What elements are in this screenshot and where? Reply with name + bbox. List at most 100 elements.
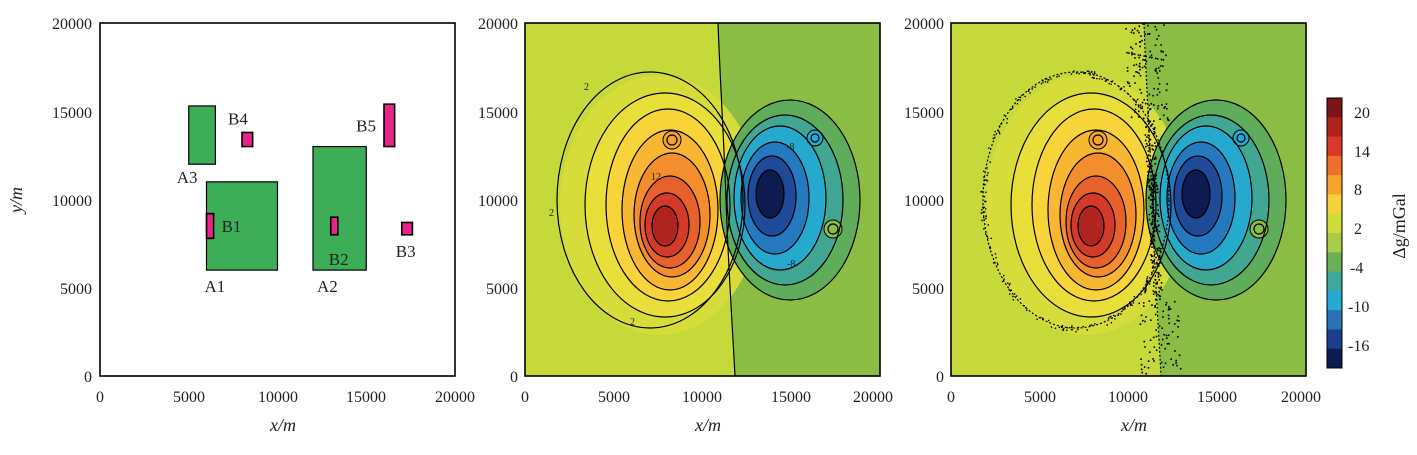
noise-dot bbox=[1168, 305, 1170, 308]
noise-dot bbox=[1082, 71, 1084, 73]
noise-dot bbox=[1131, 47, 1134, 50]
noise-dot bbox=[1148, 300, 1151, 303]
noise-dot bbox=[987, 237, 989, 239]
noise-dot bbox=[1154, 142, 1156, 144]
noise-dot bbox=[1146, 280, 1149, 283]
contour-pos-4 bbox=[1031, 108, 1157, 302]
noise-dot bbox=[1146, 156, 1149, 159]
xtick-15000: 15000 bbox=[346, 389, 386, 406]
noise-dot bbox=[1147, 110, 1150, 113]
zero-contour bbox=[717, 23, 736, 376]
noise-dot bbox=[1143, 55, 1146, 57]
noise-dot bbox=[1066, 327, 1068, 329]
noise-dot bbox=[1063, 327, 1065, 330]
body-label-a1: A1 bbox=[205, 277, 226, 296]
noise-dot bbox=[1178, 320, 1180, 322]
colorbar-swatch bbox=[1327, 175, 1342, 195]
noise-dot bbox=[982, 206, 984, 208]
noise-dot bbox=[1147, 150, 1150, 152]
noise-dot bbox=[1011, 107, 1014, 109]
panel-theoretical: 2 2 2 12 -8 -8 20000 15000 10000 5000 0 … bbox=[478, 16, 893, 435]
xtick-5000: 5000 bbox=[1024, 389, 1056, 406]
noise-dot bbox=[1154, 298, 1157, 301]
noise-dot bbox=[1151, 56, 1153, 59]
noise-dot bbox=[1157, 213, 1159, 216]
noise-dot bbox=[1008, 289, 1010, 291]
noise-dot bbox=[1138, 56, 1140, 59]
noise-dot bbox=[1010, 108, 1012, 110]
noise-dot bbox=[1036, 318, 1038, 321]
noise-dot bbox=[1140, 358, 1142, 360]
noise-dot bbox=[1147, 170, 1149, 173]
noise-dot bbox=[1151, 304, 1153, 306]
colorbar-swatch bbox=[1327, 233, 1342, 253]
noise-dot bbox=[1140, 35, 1142, 38]
noise-dot bbox=[1156, 212, 1159, 215]
noise-dot bbox=[1024, 95, 1026, 98]
noise-dot bbox=[1058, 75, 1060, 77]
noise-dot bbox=[1139, 54, 1142, 57]
noise-dot bbox=[1040, 82, 1043, 85]
noise-dot bbox=[1153, 218, 1156, 221]
noise-dot bbox=[1157, 105, 1160, 107]
noise-dot bbox=[1154, 25, 1156, 28]
noise-dot bbox=[1151, 261, 1154, 264]
noise-dot bbox=[1148, 120, 1151, 122]
noise-dot bbox=[1149, 120, 1152, 123]
cbar-tick-14: 14 bbox=[1354, 144, 1370, 161]
noise-dot bbox=[1175, 362, 1177, 364]
noise-dot bbox=[1148, 165, 1150, 168]
colorbar-frame bbox=[1326, 97, 1343, 369]
noise-dot bbox=[1148, 180, 1150, 182]
noise-dot bbox=[1158, 294, 1161, 297]
noise-dot bbox=[1167, 334, 1170, 337]
noise-dot bbox=[1143, 340, 1146, 343]
noise-dot bbox=[1105, 79, 1108, 82]
xtick-15000: 15000 bbox=[1197, 389, 1237, 406]
noise-dot bbox=[1111, 317, 1113, 319]
noise-dot bbox=[1154, 44, 1157, 46]
noise-dot bbox=[1166, 107, 1168, 110]
contour-b4-inner bbox=[666, 134, 678, 146]
xtick-5000: 5000 bbox=[598, 389, 630, 406]
noise-dot bbox=[1152, 293, 1155, 295]
noise-dot bbox=[1150, 233, 1153, 235]
noise-dot bbox=[1156, 226, 1158, 228]
colorbar-swatch bbox=[1327, 98, 1342, 118]
noise-dot bbox=[1147, 33, 1149, 35]
noise-dot bbox=[1071, 325, 1073, 327]
noise-dot bbox=[1056, 76, 1058, 78]
noise-dot bbox=[1106, 324, 1108, 326]
colorbar-swatch bbox=[1327, 290, 1342, 311]
noise-dot bbox=[1147, 178, 1149, 181]
noise-dot bbox=[989, 247, 991, 250]
noise-dot bbox=[1159, 250, 1161, 252]
body-label-a2: A2 bbox=[317, 277, 338, 296]
body-label-b3: B3 bbox=[396, 242, 416, 261]
noise-dot bbox=[1019, 99, 1022, 101]
noise-dot bbox=[1152, 209, 1154, 212]
noise-dot bbox=[1128, 85, 1131, 87]
cbar-tick-8: 8 bbox=[1354, 182, 1362, 199]
noise-dot bbox=[1138, 31, 1140, 34]
noise-dot bbox=[992, 262, 995, 264]
contour-pos-8 bbox=[1070, 192, 1116, 258]
noise-dot bbox=[1154, 198, 1157, 201]
noise-dot bbox=[1126, 82, 1129, 84]
noise-dot bbox=[1148, 32, 1151, 35]
noise-dot bbox=[1165, 303, 1167, 306]
noise-dot bbox=[1158, 286, 1160, 289]
noise-dot bbox=[1070, 73, 1073, 75]
noise-dot bbox=[984, 233, 987, 235]
noise-dot bbox=[1073, 70, 1075, 72]
noise-dot bbox=[1003, 274, 1005, 277]
noise-dot bbox=[986, 235, 989, 238]
contour-neg-1 bbox=[719, 99, 861, 301]
noise-dot bbox=[1157, 34, 1160, 37]
noise-dot bbox=[1104, 80, 1107, 82]
contour-neg-4 bbox=[1166, 141, 1236, 255]
noise-dot bbox=[1146, 136, 1148, 138]
contour-pos-6 bbox=[633, 152, 711, 278]
noise-dot bbox=[1009, 282, 1011, 285]
noise-dot bbox=[1156, 204, 1159, 206]
